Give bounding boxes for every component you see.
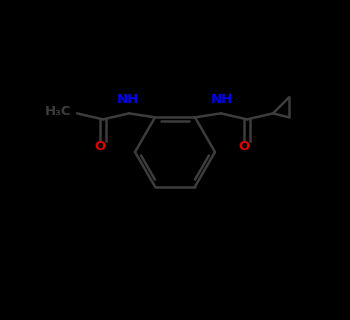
Text: NH: NH [211,93,233,106]
Text: O: O [238,140,250,153]
Text: O: O [94,140,106,153]
Text: H₃C: H₃C [44,105,71,118]
Text: NH: NH [117,93,139,106]
